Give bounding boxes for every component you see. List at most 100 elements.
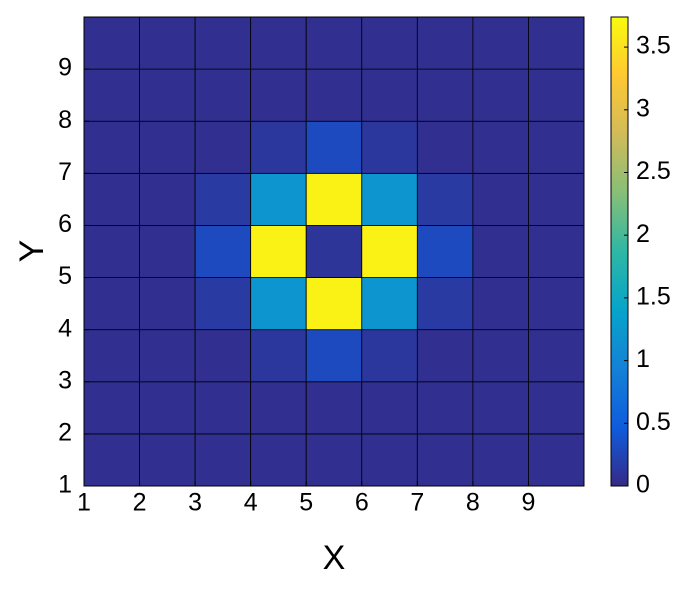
cell [361, 277, 418, 331]
colorbar [610, 16, 629, 487]
axes-box [83, 16, 585, 487]
y-tick-label: 1 [58, 471, 72, 499]
cell [305, 277, 363, 331]
colorbar-tick-label: 3 [636, 94, 650, 122]
cell [416, 120, 474, 174]
cell [194, 329, 252, 383]
cell [83, 16, 140, 70]
cell [83, 277, 140, 331]
cell [305, 68, 363, 122]
y-tick-label: 9 [58, 54, 72, 82]
cell [528, 120, 585, 174]
x-axis-label: X [323, 539, 346, 577]
cell [139, 381, 196, 435]
cell [528, 68, 585, 122]
cell [305, 381, 363, 435]
cell [528, 329, 585, 383]
cell [250, 277, 307, 331]
cell [139, 329, 196, 383]
cell [250, 16, 307, 70]
x-tick-label: 8 [466, 489, 480, 517]
cell [361, 16, 418, 70]
cell [416, 172, 474, 226]
cell [416, 433, 474, 487]
colorbar-tick-label: 2.5 [636, 157, 671, 185]
cell [305, 329, 363, 383]
y-tick-label: 5 [58, 262, 72, 290]
cell [361, 172, 418, 226]
cell [416, 381, 474, 435]
cell [194, 225, 252, 278]
cell [528, 225, 585, 278]
cell [472, 225, 529, 278]
cell [472, 16, 529, 70]
cell [416, 16, 474, 70]
x-tick-label: 9 [521, 489, 535, 517]
cell [416, 277, 474, 331]
cell [361, 225, 418, 278]
cell [528, 172, 585, 226]
cell [416, 225, 474, 278]
cell [83, 225, 140, 278]
cell [194, 120, 252, 174]
cell [305, 120, 363, 174]
cell [305, 16, 363, 70]
cell [305, 433, 363, 487]
cell [361, 433, 418, 487]
cell [250, 120, 307, 174]
y-axis-label: Y [13, 240, 51, 263]
colorbar-tick-label: 1.5 [636, 283, 671, 311]
y-tick-label: 3 [58, 366, 72, 394]
y-tick-label: 2 [58, 418, 72, 446]
colorbar-tick-label: 2 [636, 220, 650, 248]
cell [472, 329, 529, 383]
cell [194, 277, 252, 331]
cell [528, 277, 585, 331]
cell [361, 329, 418, 383]
cell [139, 68, 196, 122]
cell [472, 277, 529, 331]
cell [528, 381, 585, 435]
x-tick-label: 5 [299, 489, 313, 517]
cell [472, 433, 529, 487]
cell [416, 68, 474, 122]
x-tick-label: 4 [244, 489, 258, 517]
y-tick-label: 7 [58, 158, 72, 186]
cell [472, 120, 529, 174]
cell [250, 381, 307, 435]
x-tick-label: 7 [410, 489, 424, 517]
cell [528, 433, 585, 487]
cell [250, 329, 307, 383]
cell [139, 225, 196, 278]
cell [83, 329, 140, 383]
x-tick-label: 3 [188, 489, 202, 517]
y-tick-label: 6 [58, 210, 72, 238]
cell [528, 16, 585, 70]
cell [250, 225, 307, 278]
cell [250, 172, 307, 226]
cell [361, 381, 418, 435]
colorbar-tick-label: 0 [636, 471, 650, 499]
cell [83, 120, 140, 174]
cell [472, 68, 529, 122]
cell [305, 172, 363, 226]
colorbar-tick-label: 3.5 [636, 32, 671, 60]
cell [472, 381, 529, 435]
cell [416, 329, 474, 383]
cell [194, 16, 252, 70]
cell [194, 172, 252, 226]
cell [139, 120, 196, 174]
cell [83, 68, 140, 122]
cell [194, 381, 252, 435]
cell [83, 433, 140, 487]
y-tick-label: 8 [58, 106, 72, 134]
cell [139, 16, 196, 70]
cell [361, 120, 418, 174]
cell [139, 172, 196, 226]
x-tick-label: 2 [133, 489, 147, 517]
cell [250, 433, 307, 487]
x-tick-label: 1 [77, 489, 91, 517]
cell [83, 172, 140, 226]
colorbar-tick-label: 0.5 [636, 408, 671, 436]
